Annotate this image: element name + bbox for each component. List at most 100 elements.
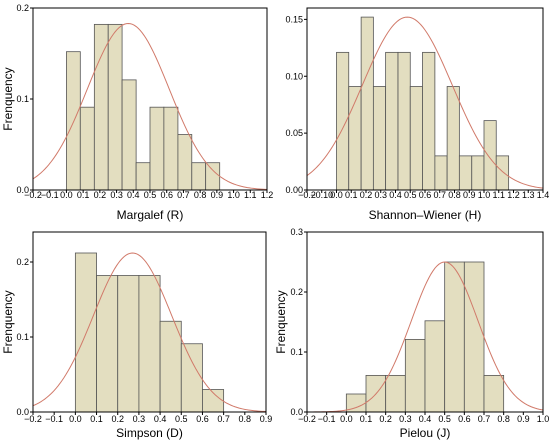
x-tick-label: 0.9 [260, 414, 273, 424]
histogram-bar [424, 320, 446, 413]
x-axis-label: Shannon–Wiener (H) [369, 208, 482, 222]
x-tick-label: 1.4 [537, 190, 550, 200]
x-tick-label: 1.2 [507, 190, 520, 200]
histogram-bar [409, 86, 423, 191]
x-tick-label: 0.8 [448, 190, 461, 200]
x-tick-label: −0.2 [24, 414, 42, 424]
histogram-bar [360, 16, 374, 191]
histogram-bar [458, 155, 473, 191]
x-tick-label: 0.9 [211, 190, 224, 200]
histogram-bar [180, 343, 203, 413]
x-tick-label: 0.1 [77, 190, 90, 200]
histogram-bar [191, 162, 207, 191]
y-tick-label: 0.1 [16, 332, 29, 342]
normal-curve [32, 252, 267, 413]
x-tick-label: 0.2 [379, 414, 392, 424]
x-tick-label: 0.1 [345, 190, 358, 200]
histogram-bar [483, 374, 505, 413]
histogram-bar [397, 51, 411, 191]
x-tick-label: 0.7 [433, 190, 446, 200]
x-tick-label: 0.5 [144, 190, 157, 200]
x-tick-label: 0.4 [127, 190, 140, 200]
x-tick-label: 0.7 [478, 414, 491, 424]
x-tick-label: −0.1 [45, 414, 63, 424]
histogram-bar [93, 23, 109, 191]
x-tick-label: 0.1 [360, 414, 373, 424]
y-tick-label: 0.2 [16, 3, 29, 13]
histogram-bar [422, 51, 436, 191]
histogram-bar [385, 51, 399, 191]
x-tick-label: 0.3 [374, 190, 387, 200]
x-tick-label: 0.9 [517, 414, 530, 424]
plot-frame [32, 231, 267, 413]
y-tick-label: 0.10 [285, 71, 303, 81]
histogram-bar [159, 320, 182, 413]
y-tick-label: 0.0 [16, 185, 29, 195]
histogram-bar [163, 106, 179, 191]
x-tick-label: 1.1 [244, 190, 257, 200]
histogram-bar [483, 120, 497, 191]
x-tick-label: −0.2 [24, 190, 42, 200]
histogram-bar [495, 155, 510, 191]
histogram-bar [446, 86, 460, 191]
normal-curve [32, 22, 268, 190]
histogram-bar [149, 106, 165, 191]
histogram-bar [372, 86, 387, 191]
x-tick-label: −0.2 [298, 190, 316, 200]
x-tick-label: −0.1 [318, 414, 336, 424]
x-axis-label: Margalef (R) [117, 208, 184, 222]
x-tick-label: 0.4 [389, 190, 402, 200]
x-tick-label: 0.3 [399, 414, 412, 424]
histogram-bar [121, 79, 137, 191]
x-tick-label: 1.1 [492, 190, 505, 200]
histogram-bar [336, 51, 350, 191]
x-tick-label: 0.6 [458, 414, 471, 424]
x-tick-label: 0.7 [217, 414, 230, 424]
x-tick-label: 1.2 [261, 190, 274, 200]
x-tick-label: 1.0 [478, 190, 491, 200]
x-tick-label: 0.0 [69, 414, 82, 424]
x-tick-label: 0.9 [463, 190, 476, 200]
histogram-bar [96, 275, 119, 413]
histogram-bar [463, 261, 485, 413]
x-tick-label: 0.6 [419, 190, 432, 200]
x-tick-label: 0.6 [196, 414, 209, 424]
histogram-bar [107, 23, 123, 191]
x-tick-label: 0.5 [404, 190, 417, 200]
y-tick-label: 0.2 [290, 287, 303, 297]
x-tick-label: 0.8 [497, 414, 510, 424]
normal-curve [306, 16, 544, 189]
y-tick-label: 0.00 [285, 185, 303, 195]
x-tick-label: 0.2 [111, 414, 124, 424]
histogram-bar [385, 374, 406, 413]
histogram-bar [205, 162, 221, 191]
x-tick-label: 0.0 [330, 190, 343, 200]
y-tick-label: 0.1 [290, 347, 303, 357]
histogram-bar [79, 106, 95, 191]
x-tick-label: 1.0 [227, 190, 240, 200]
histogram-bar [135, 162, 151, 191]
x-tick-label: 0.4 [419, 414, 432, 424]
x-tick-label: 0.8 [194, 190, 207, 200]
x-tick-label: −0.10 [310, 190, 333, 200]
x-tick-label: 0.5 [438, 414, 451, 424]
y-axis-label: Frenquency [1, 290, 15, 353]
y-axis-label: Frenquency [1, 67, 15, 130]
y-tick-label: 0.05 [285, 128, 303, 138]
histogram-bar [471, 155, 485, 191]
x-tick-label: 0.0 [340, 414, 353, 424]
x-tick-label: 0.2 [360, 190, 373, 200]
normal-curve [306, 261, 544, 413]
x-tick-label: 0.8 [239, 414, 252, 424]
histogram-bar [117, 275, 140, 413]
histogram-bar [404, 338, 426, 413]
x-tick-label: 0.7 [177, 190, 190, 200]
histogram-panel-4: −0.2 −0.1 0.0 0.1 0.2 0.3 0.4 0.5 0.6 0.7 0.8 0.9 1.… [274, 227, 549, 440]
histogram-bar [177, 134, 193, 191]
x-tick-label: 0.5 [175, 414, 188, 424]
y-axis-label: Frenquency [274, 290, 288, 353]
x-tick-label: −0.2 [298, 414, 316, 424]
histogram-bar [444, 261, 465, 413]
x-tick-label: 0.4 [154, 414, 167, 424]
